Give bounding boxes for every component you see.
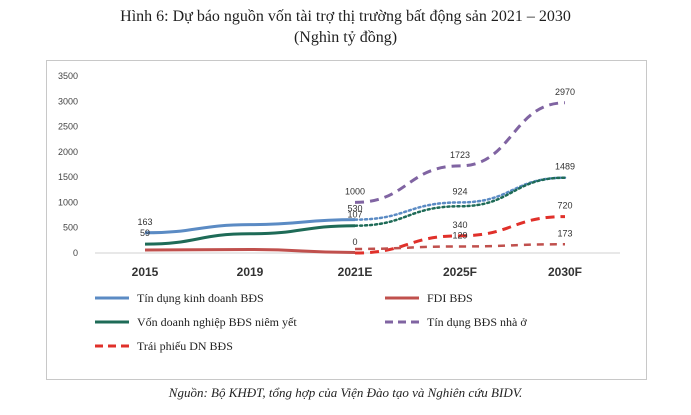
chart-title-line1: Hình 6: Dự báo nguồn vốn tài trợ thị trư… xyxy=(120,8,571,25)
legend-label: Vốn doanh nghiệp BĐS niêm yết xyxy=(137,315,297,329)
series-line xyxy=(144,247,356,254)
x-tick-label: 2019 xyxy=(237,265,264,279)
y-tick-label: 1500 xyxy=(58,172,78,182)
legend-label: Tín dụng kinh doanh BĐS xyxy=(137,291,264,305)
legend-label: Trái phiếu DN BĐS xyxy=(137,339,233,353)
y-tick-label: 0 xyxy=(73,248,78,258)
source-note: Nguồn: Bộ KHĐT, tổng hợp của Viện Đào tạ… xyxy=(168,385,523,400)
data-label: 59 xyxy=(140,228,150,238)
legend: Tín dụng kinh doanh BĐS FDI BĐS Vốn doanh … xyxy=(95,291,527,353)
data-label: 173 xyxy=(557,228,572,238)
data-label: 530 xyxy=(347,204,362,214)
y-tick-label: 3500 xyxy=(58,71,78,81)
y-tick-label: 3000 xyxy=(58,96,78,106)
legend-label: Tín dụng BĐS nhà ở xyxy=(427,315,527,329)
y-tick-label: 500 xyxy=(63,223,78,233)
x-axis: 2015 2019 2021E 2025F 2030F xyxy=(132,265,582,279)
data-label: 340 xyxy=(452,220,467,230)
series-line xyxy=(144,218,356,235)
data-label: 0 xyxy=(352,237,357,247)
data-label: 1489 xyxy=(555,162,575,172)
series-line xyxy=(353,176,567,221)
x-tick-label: 2021E xyxy=(338,265,373,279)
y-tick-label: 1000 xyxy=(58,197,78,207)
chart-title: Hình 6: Dự báo nguồn vốn tài trợ thị trư… xyxy=(0,6,691,48)
data-label: 163 xyxy=(137,217,152,227)
data-label: 720 xyxy=(557,201,572,211)
y-tick-label: 2500 xyxy=(58,122,78,132)
series-line xyxy=(354,215,566,255)
series-line xyxy=(354,101,566,204)
chart-subtitle: (Nghìn tỷ đồng) xyxy=(293,29,398,46)
x-tick-label: 2015 xyxy=(132,265,159,279)
data-label: 924 xyxy=(452,186,467,196)
series-lines xyxy=(144,101,567,255)
series-line xyxy=(144,224,356,246)
data-label: 1723 xyxy=(450,150,470,160)
legend-label: FDI BĐS xyxy=(427,291,473,305)
y-tick-label: 2000 xyxy=(58,147,78,157)
chart-frame xyxy=(46,60,647,380)
data-label: 129 xyxy=(452,230,467,240)
data-label: 1000 xyxy=(345,186,365,196)
data-label: 2970 xyxy=(555,87,575,97)
series-line xyxy=(353,176,567,227)
data-labels: 163 530 59 107 1000 1723 2970 0 340 720 924 1489 129… xyxy=(137,87,575,247)
x-tick-label: 2025F xyxy=(443,265,477,279)
x-tick-label: 2030F xyxy=(548,265,582,279)
series-line xyxy=(354,243,566,251)
data-label: 107 xyxy=(347,210,362,220)
